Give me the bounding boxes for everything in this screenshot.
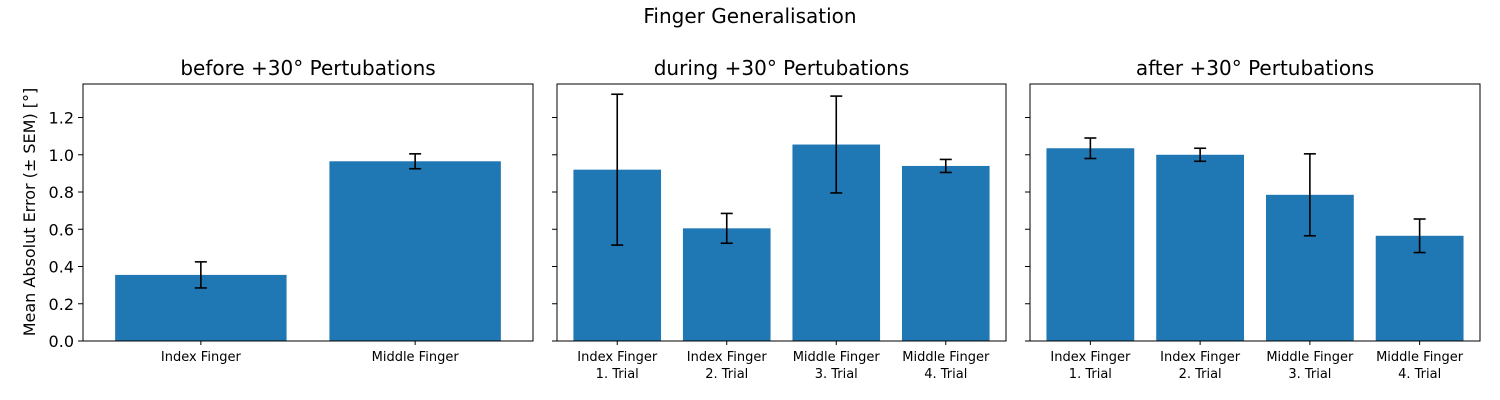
x-tick-label: Middle Finger 3. Trial <box>1266 350 1354 382</box>
panel-title: before +30° Pertubations <box>180 56 435 80</box>
axes-frame <box>1029 83 1481 342</box>
x-tick-label: Middle Finger <box>372 350 460 365</box>
chart-panel-2: during +30° Pertubations Index Finger 1. T… <box>552 56 1007 382</box>
chart-panel-1: before +30° Pertubations Index Finger Midd… <box>49 56 534 365</box>
y-tick-label: 0.4 <box>49 258 74 277</box>
bar <box>901 165 990 341</box>
x-tick-label: Index Finger 1. Trial <box>1050 350 1131 382</box>
x-tick-label: Index Finger <box>161 350 242 365</box>
axes-frame <box>556 83 1007 342</box>
bar <box>1046 148 1135 341</box>
x-tick-label: Middle Finger 3. Trial <box>793 350 881 382</box>
figure-title: Finger Generalisation <box>643 4 856 28</box>
x-tick-label: Index Finger 2. Trial <box>687 350 768 382</box>
y-tick-label: 0.6 <box>49 220 74 239</box>
y-axis-label: Mean Absolut Error (± SEM) [°] <box>20 88 39 337</box>
bar <box>682 228 771 341</box>
panel-title: during +30° Pertubations <box>654 56 910 80</box>
y-tick-label: 1.2 <box>49 109 74 128</box>
axes-frame <box>82 83 534 342</box>
y-tick-label: 0.0 <box>49 332 74 351</box>
x-tick-label: Index Finger 1. Trial <box>577 350 658 382</box>
y-tick-label: 1.0 <box>49 146 74 165</box>
bar <box>329 161 501 341</box>
bar <box>1156 154 1245 341</box>
y-tick-label: 0.2 <box>49 295 74 314</box>
chart-panel-3: after +30° Pertubations Index Finger 1. Tr… <box>1025 56 1481 382</box>
x-tick-label: Middle Finger 4. Trial <box>902 350 990 382</box>
panel-title: after +30° Pertubations <box>1136 56 1374 80</box>
x-tick-label: Middle Finger 4. Trial <box>1376 350 1464 382</box>
chart-panels: before +30° Pertubations Index Finger Midd… <box>49 56 1481 382</box>
y-tick-label: 0.8 <box>49 183 74 202</box>
x-tick-label: Index Finger 2. Trial <box>1160 350 1241 382</box>
